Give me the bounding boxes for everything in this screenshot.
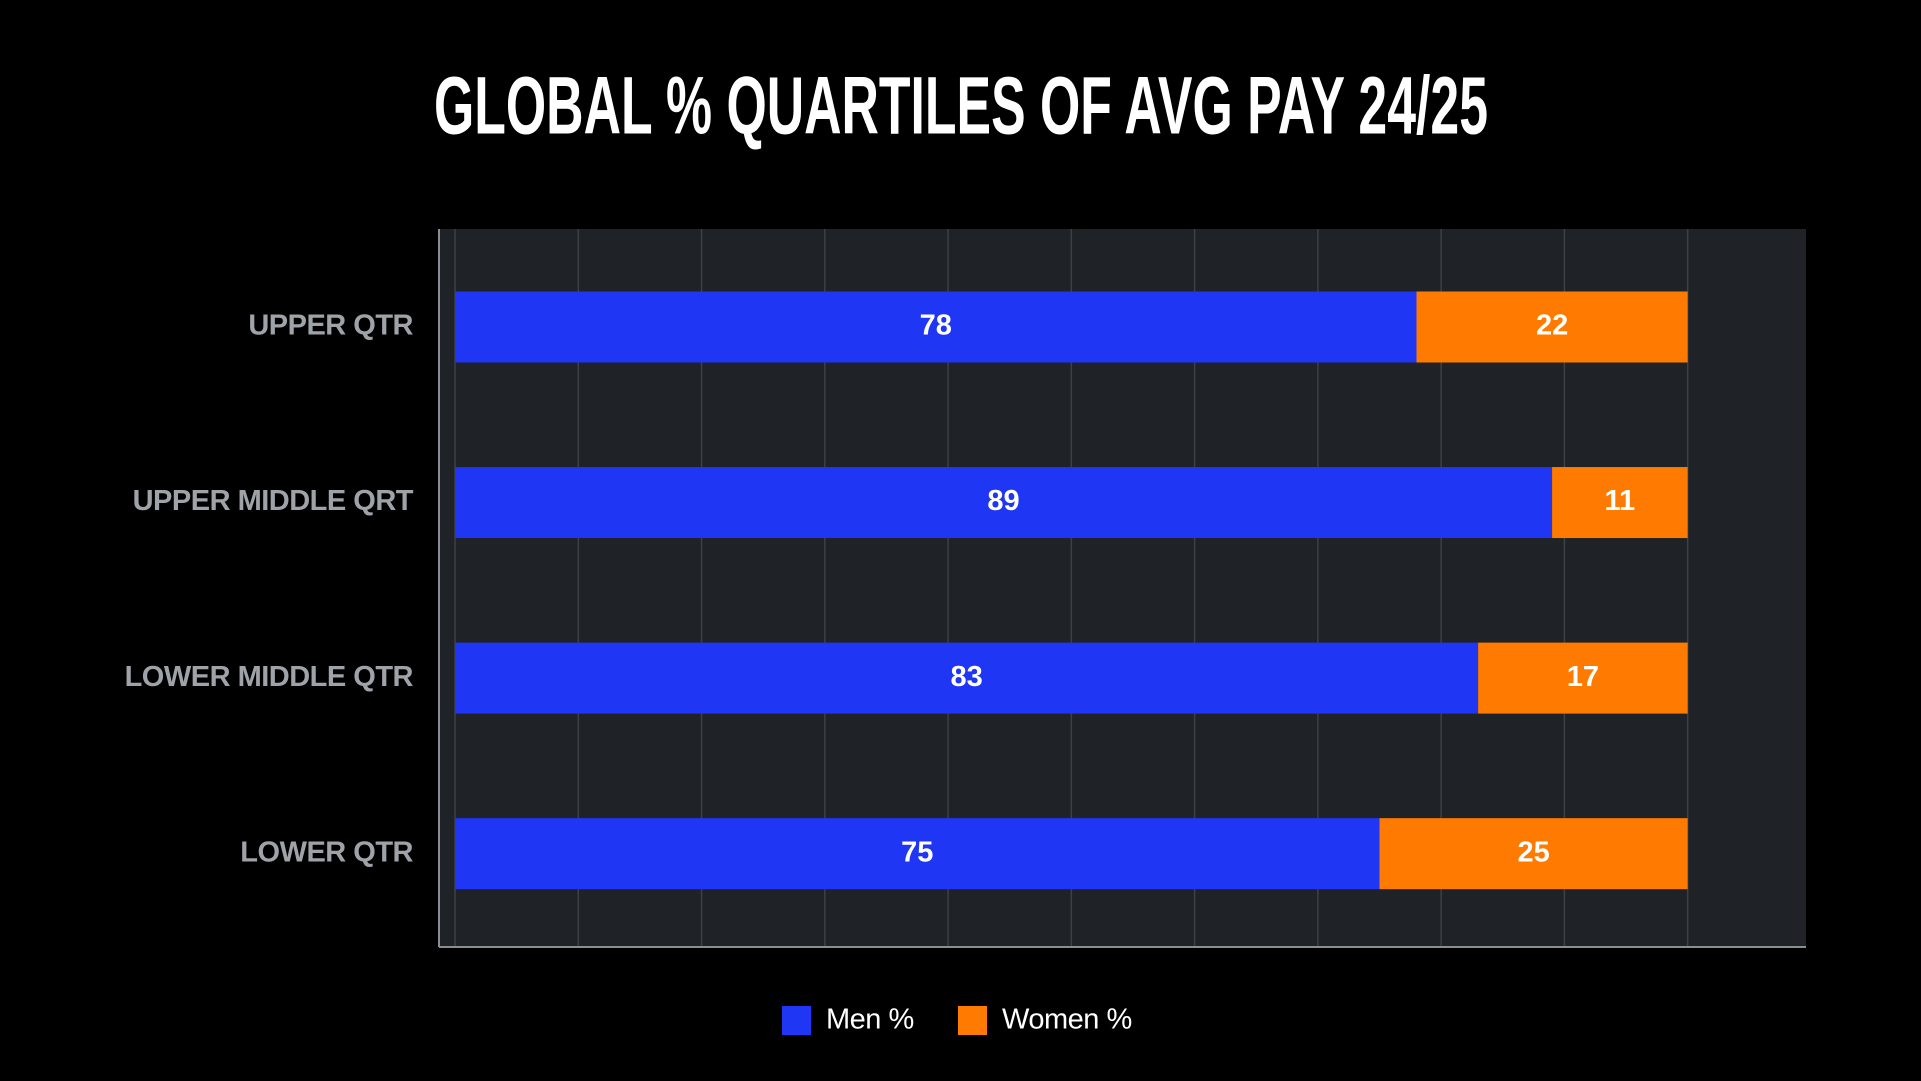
value-label: 78 <box>920 310 952 342</box>
bar-segment <box>1379 818 1688 890</box>
chart-title: GLOBAL % QUARTILES OF AVG PAY 24/25 <box>434 61 1488 152</box>
value-label: 75 <box>901 836 933 868</box>
value-label: 89 <box>987 485 1019 517</box>
bar-segment <box>1416 291 1688 363</box>
legend-label: Women % <box>1002 1004 1132 1036</box>
category-label: UPPER QTR <box>248 310 413 342</box>
category-label: UPPER MIDDLE QRT <box>133 485 414 517</box>
value-label: 25 <box>1517 836 1549 868</box>
legend-swatch <box>958 1006 987 1035</box>
value-label: 17 <box>1567 661 1599 693</box>
category-label: LOWER MIDDLE QTR <box>125 661 414 693</box>
bar-segment <box>455 642 1479 714</box>
value-label: 22 <box>1536 310 1568 342</box>
bar-segment <box>1552 467 1688 539</box>
bar-segment <box>455 291 1417 363</box>
category-label: LOWER QTR <box>240 836 413 868</box>
value-label: 83 <box>950 661 982 693</box>
value-label: 11 <box>1605 485 1636 517</box>
bar-segment <box>455 467 1553 539</box>
legend-label: Men % <box>826 1004 914 1036</box>
bar-segment <box>1478 642 1688 714</box>
bar-segment <box>455 818 1380 890</box>
legend-swatch <box>782 1006 811 1035</box>
